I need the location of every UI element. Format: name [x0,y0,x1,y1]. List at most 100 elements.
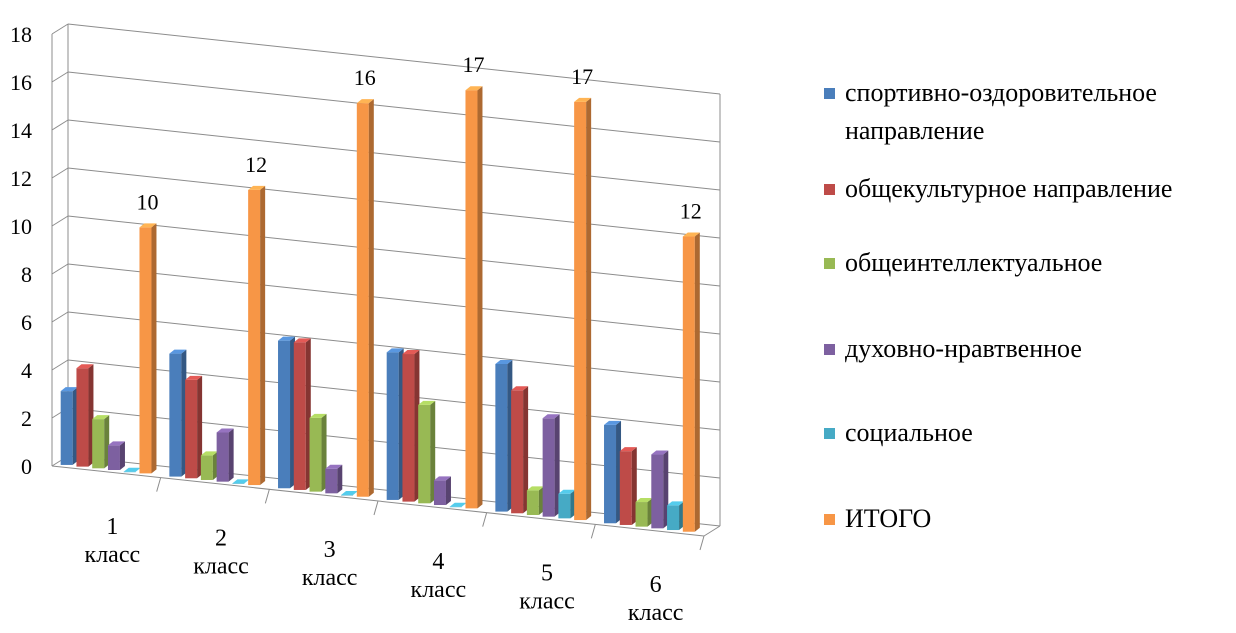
bar [356,99,374,497]
bar [248,185,266,486]
bar [232,479,250,484]
bar [682,232,700,532]
data-label: 16 [354,65,376,90]
bar-front [433,480,446,506]
bar-top [169,349,187,354]
bar-side [616,420,622,524]
bar-top [200,451,218,456]
bar-side [538,486,544,515]
bar-top [76,364,94,369]
bar-top [542,414,560,419]
legend-label: спортивно-оздоровительное направление [845,78,1157,145]
bar-top [232,479,250,484]
gridline-side [51,263,69,275]
bar-side [290,336,296,489]
bar [139,223,157,474]
x-tick [699,535,705,551]
bar-side [181,349,187,477]
bar-front [402,354,415,502]
bar-front [92,419,105,469]
bar-top [682,232,700,237]
bar-front [325,468,338,494]
bar-front [542,418,555,517]
legend-item: духовно-нравтвенное [824,330,1225,368]
bar-top [123,467,141,472]
bar-top [402,350,420,355]
bar-top [449,502,467,507]
floor-edge [703,525,721,537]
bar-front [278,340,291,489]
gridline [67,311,721,383]
y-tick-label: 6 [21,310,32,335]
gridline-side [51,167,69,179]
bar-front [185,379,198,479]
bar-side [321,413,327,492]
bar [635,498,653,527]
x-tick-label: 5 класс [519,561,575,615]
bar-top [139,223,157,228]
legend-label: духовно-нравтвенное [845,334,1082,363]
bar [526,486,544,515]
y-tick-label: 0 [21,454,32,479]
bar-front [293,342,306,490]
bar-top [92,415,110,420]
legend-item: общеинтеллектуальное [824,244,1225,282]
bar-top [107,441,125,446]
legend-label: общекультурное направление [845,174,1173,203]
bar-front [526,490,539,515]
bar [402,350,420,502]
bar [200,451,218,480]
gridline-side [51,311,69,323]
bar-side [119,441,125,471]
bar-side [337,464,343,494]
bar-top [604,420,622,425]
bar-front [107,445,120,471]
gridline [67,167,721,239]
bar-side [151,223,157,474]
bar-top [309,413,327,418]
bar-top [341,491,359,496]
bar-side [477,86,483,509]
x-tick [156,477,162,492]
bar-top [651,450,669,455]
x-tick-label: 1 класс [85,514,141,568]
y-tick-label: 10 [10,214,32,239]
bar [293,338,311,490]
data-label: 12 [680,199,702,224]
bar-side [398,348,404,500]
data-label: 10 [136,189,158,214]
bar-front [248,189,261,486]
bar [433,476,451,506]
bar-front [216,432,229,482]
x-tick-label: 2 класс [193,526,249,580]
gridline-side [51,23,69,35]
bar-side [586,97,592,521]
bar-front [574,101,587,521]
bar-top [356,99,374,104]
bar-front [682,236,695,532]
legend-item: социальное [824,414,1225,452]
bar-top [418,400,436,405]
bar-side [414,350,420,502]
bar [465,86,483,509]
legend-item: спортивно-оздоровительное направление [824,74,1225,150]
bar-top [60,387,78,392]
gridline [67,215,721,287]
bar-side [663,450,669,529]
bar-side [430,400,436,504]
bar-side [445,476,451,506]
bar-front [386,352,399,500]
y-tick-label: 8 [21,262,32,287]
bar-top [495,360,513,364]
legend-swatch [824,344,835,355]
gridline-side [51,119,69,131]
bar [60,387,78,465]
bar-top [185,375,203,380]
bar-front [465,90,478,509]
bar-side [104,415,110,469]
bar-top [667,501,685,506]
x-tick-label: 6 класс [628,572,684,626]
y-tick-label: 2 [21,406,32,431]
bar [495,360,513,512]
bar-side [368,99,374,497]
